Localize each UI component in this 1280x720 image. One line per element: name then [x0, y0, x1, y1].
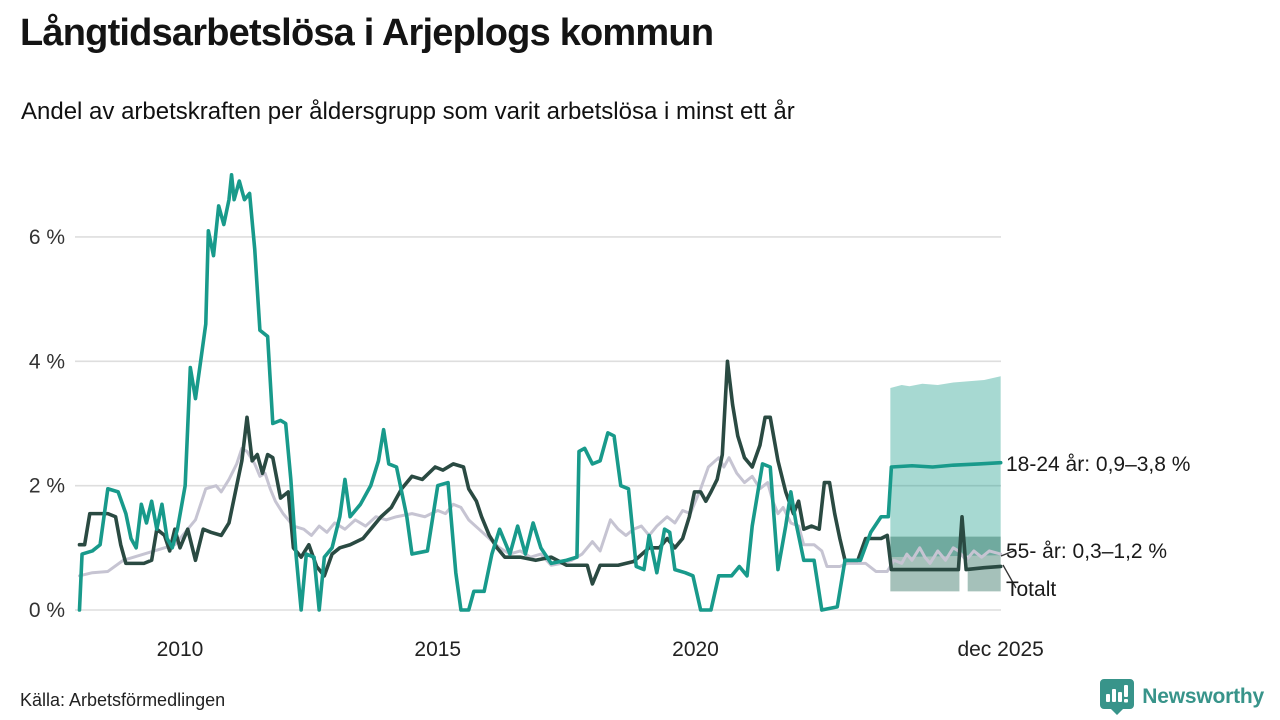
- label-connector: [1000, 549, 1017, 557]
- forecast-band-3: [967, 536, 1001, 592]
- series-end-label-totalt: Totalt: [1006, 577, 1057, 601]
- newsworthy-logo-icon: [1099, 678, 1135, 716]
- x-tick-label: 2015: [414, 638, 461, 661]
- series-end-label-18-24: 18-24 år: 0,9–3,8 %: [1006, 452, 1191, 476]
- brand-lockup: Newsworthy: [1099, 678, 1264, 716]
- y-tick-label: 4 %: [29, 350, 65, 373]
- brand-name: Newsworthy: [1142, 685, 1264, 708]
- y-tick-label: 6 %: [29, 226, 65, 249]
- label-connector: [1002, 564, 1017, 589]
- forecast-band-1: [890, 536, 960, 592]
- y-tick-label: 0 %: [29, 599, 65, 622]
- page-subtitle: Andel av arbetskraften per åldersgrupp s…: [21, 98, 795, 125]
- page-title: Långtidsarbetslösa i Arjeplogs kommun: [20, 12, 714, 54]
- series-end-label-55: 55- år: 0,3–1,2 %: [1006, 539, 1168, 563]
- x-tick-label: dec 2025: [957, 638, 1043, 661]
- series-line-18-24 år: [77, 173, 1003, 612]
- series-line-55- år: [77, 359, 1003, 586]
- y-tick-label: 2 %: [29, 475, 65, 498]
- x-tick-label: 2010: [157, 638, 204, 661]
- x-tick-label: 2020: [672, 638, 719, 661]
- source-note: Källa: Arbetsförmedlingen: [20, 690, 226, 710]
